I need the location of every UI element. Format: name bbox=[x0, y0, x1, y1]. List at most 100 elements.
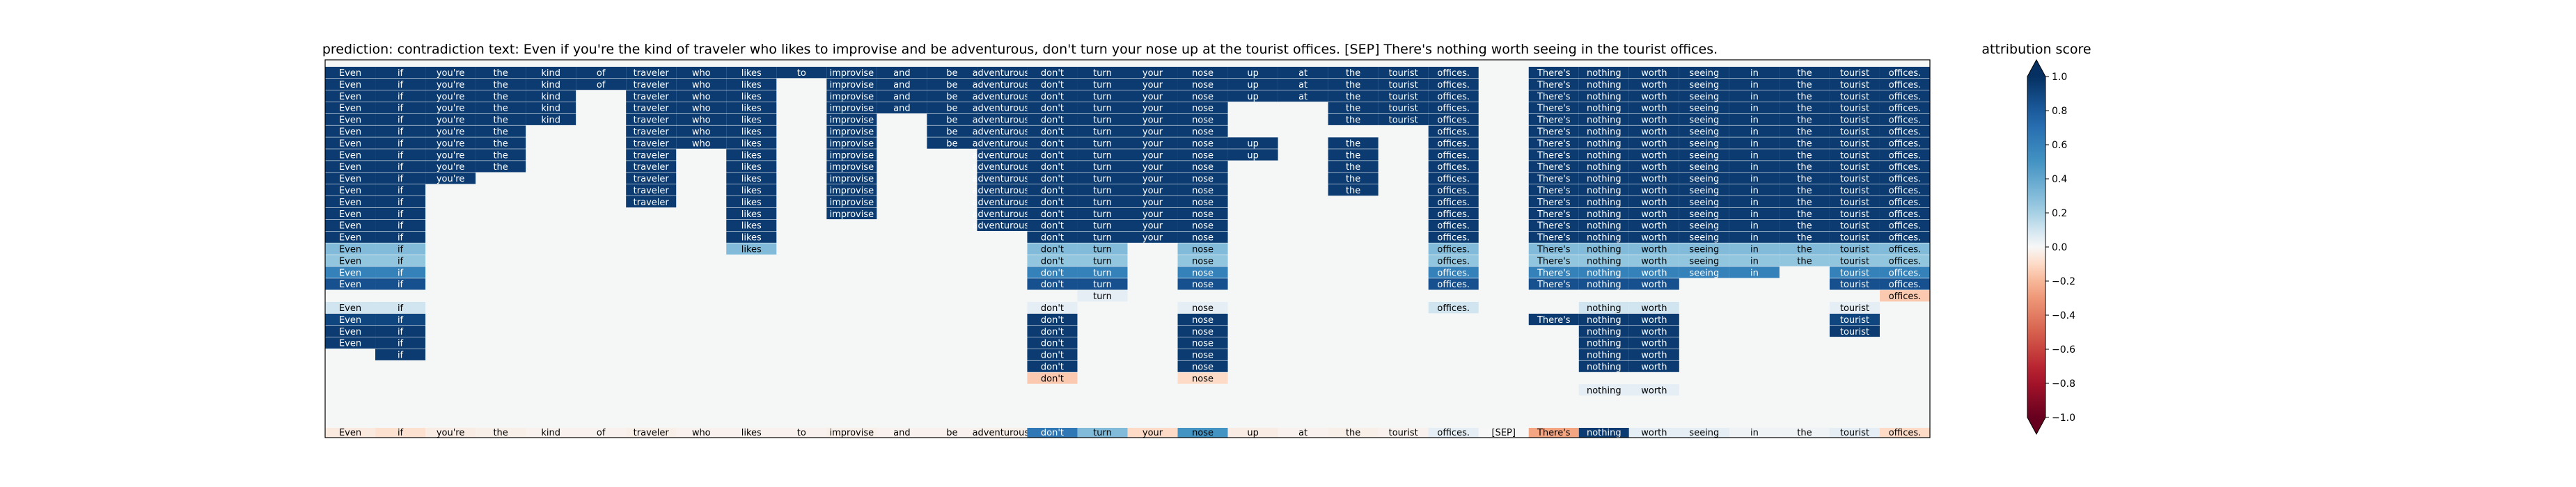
colorbar-max-arrow bbox=[2027, 60, 2045, 77]
heatmap-cell bbox=[1077, 125, 1128, 137]
cell-token-label: if bbox=[398, 339, 404, 349]
cell-token-label: adventurous, bbox=[973, 209, 1032, 220]
heatmap-cell bbox=[476, 67, 526, 79]
heatmap-cell bbox=[1779, 90, 1830, 102]
heatmap-cell bbox=[1278, 67, 1328, 79]
heatmap-cell bbox=[1729, 266, 1780, 278]
heatmap-cell bbox=[1679, 137, 1729, 149]
heatmap-cell bbox=[1328, 173, 1379, 184]
heatmap-cell bbox=[1378, 113, 1429, 125]
cell-token-label: the bbox=[1797, 174, 1812, 184]
heatmap-cell bbox=[1679, 149, 1729, 161]
cell-token-label: nothing bbox=[1587, 92, 1621, 102]
colorbar-min-arrow bbox=[2027, 417, 2045, 434]
cell-token-label: seeing bbox=[1689, 92, 1719, 102]
base-token-cell bbox=[877, 428, 927, 438]
colorbar-tick-label: −0.4 bbox=[2052, 310, 2075, 321]
cell-token-label: don't bbox=[1041, 268, 1064, 278]
heatmap-cell bbox=[1027, 90, 1078, 102]
heatmap-cell bbox=[1127, 231, 1178, 243]
heatmap-cell bbox=[1227, 67, 1278, 79]
cell-token-label: tourist bbox=[1389, 92, 1418, 102]
cell-token-label: offices. bbox=[1437, 209, 1470, 220]
cell-token-label: likes bbox=[741, 150, 762, 161]
cell-token-label: be bbox=[946, 68, 957, 79]
cell-token-label: worth bbox=[1641, 280, 1667, 290]
cell-token-label: the bbox=[493, 162, 508, 173]
cell-token-label: in bbox=[1750, 127, 1759, 137]
cell-token-label: tourist bbox=[1389, 80, 1418, 90]
cell-token-label: Even bbox=[339, 198, 361, 208]
cell-token-label: the bbox=[493, 92, 508, 102]
heatmap-cell bbox=[1177, 302, 1228, 314]
cell-token-label: There's bbox=[1537, 268, 1571, 278]
heatmap-cell bbox=[1328, 184, 1379, 196]
heatmap-cell bbox=[1679, 184, 1729, 196]
cell-token-label: if bbox=[398, 92, 404, 102]
cell-token-label: Even bbox=[339, 221, 361, 232]
colorbar-tick-label: 0.0 bbox=[2052, 242, 2067, 253]
cell-token-label: There's bbox=[1537, 244, 1571, 255]
heatmap-cell bbox=[676, 113, 727, 125]
heatmap-cell bbox=[1578, 90, 1629, 102]
cell-token-label: traveler bbox=[634, 138, 670, 149]
heatmap-cell bbox=[1027, 302, 1078, 314]
cell-token-label: seeing bbox=[1689, 221, 1719, 232]
heatmap-cell bbox=[676, 67, 727, 79]
heatmap-cell bbox=[1328, 149, 1379, 161]
cell-token-label: traveler bbox=[634, 198, 670, 208]
heatmap-cell bbox=[1578, 113, 1629, 125]
cell-token-label: offices. bbox=[1889, 150, 1922, 161]
heatmap-cell bbox=[1428, 137, 1479, 149]
base-token-label: [SEP] bbox=[1492, 428, 1516, 438]
cell-token-label: your bbox=[1142, 92, 1163, 102]
heatmap-cell bbox=[1829, 231, 1880, 243]
cell-token-label: seeing bbox=[1689, 198, 1719, 208]
cell-token-label: turn bbox=[1093, 256, 1112, 266]
heatmap-cell bbox=[1127, 113, 1178, 125]
cell-token-label: offices. bbox=[1437, 303, 1470, 314]
heatmap-cell bbox=[1428, 161, 1479, 173]
cell-token-label: seeing bbox=[1689, 256, 1719, 266]
heatmap-cell bbox=[1177, 149, 1228, 161]
base-token-cell bbox=[375, 428, 426, 438]
cell-token-label: turn bbox=[1093, 221, 1112, 232]
heatmap-cell bbox=[1428, 195, 1479, 208]
plot-frame bbox=[324, 59, 1931, 438]
cell-token-label: traveler bbox=[634, 186, 670, 196]
heatmap-cell bbox=[1729, 231, 1780, 243]
heatmap-cell bbox=[1077, 137, 1128, 149]
cell-token-label: nose bbox=[1192, 374, 1214, 384]
heatmap-cell bbox=[1027, 349, 1078, 360]
heatmap-cell bbox=[1628, 113, 1679, 125]
heatmap-cell bbox=[927, 78, 977, 90]
base-token-cell bbox=[1679, 428, 1729, 438]
heatmap-cell bbox=[375, 195, 426, 208]
cell-token-label: tourist bbox=[1840, 256, 1869, 266]
cell-token-label: who bbox=[692, 115, 711, 126]
cell-token-label: There's bbox=[1537, 150, 1571, 161]
cell-token-label: tourist bbox=[1389, 104, 1418, 114]
heatmap-cell bbox=[1027, 255, 1078, 266]
heatmap-cell bbox=[1378, 67, 1429, 79]
cell-token-label: offices. bbox=[1889, 209, 1922, 220]
heatmap-cell bbox=[927, 67, 977, 79]
base-token-label: your bbox=[1142, 428, 1163, 438]
heatmap-cell bbox=[1578, 231, 1629, 243]
cell-token-label: worth bbox=[1641, 362, 1667, 372]
heatmap-cell bbox=[325, 149, 376, 161]
heatmap-cell bbox=[1177, 102, 1228, 113]
base-token-cell bbox=[526, 428, 576, 438]
cell-token-label: adventurous, bbox=[973, 80, 1032, 90]
heatmap-cell bbox=[325, 325, 376, 337]
cell-token-label: don't bbox=[1041, 162, 1064, 173]
cell-token-label: nothing bbox=[1587, 104, 1621, 114]
cell-token-label: in bbox=[1750, 115, 1759, 126]
heatmap-cell bbox=[425, 78, 476, 90]
heatmap-cell bbox=[1829, 219, 1880, 231]
cell-token-label: improvise bbox=[830, 209, 874, 220]
heatmap-cell bbox=[1578, 278, 1629, 290]
cell-token-label: worth bbox=[1641, 256, 1667, 266]
heatmap-cell bbox=[726, 125, 777, 137]
cell-token-label: improvise bbox=[830, 174, 874, 184]
